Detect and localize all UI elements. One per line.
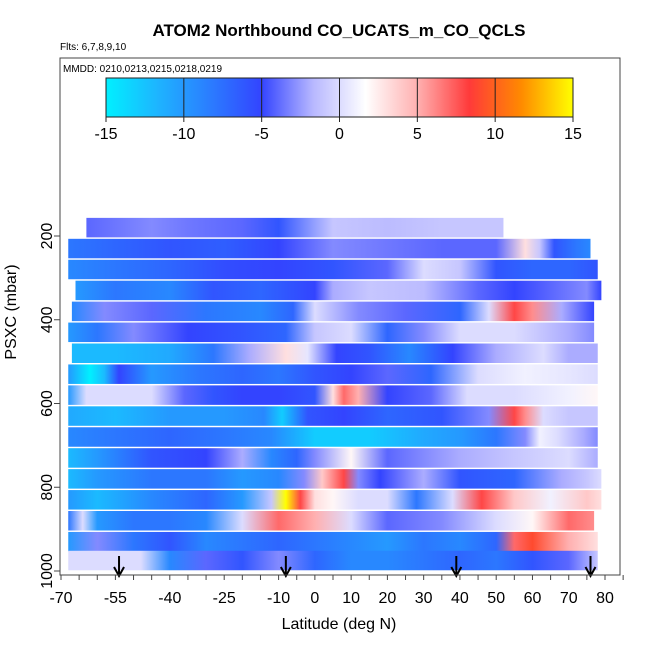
y-tick-label: 800 [39,474,56,501]
data-band [71,301,595,322]
dates-label: MMDD: 0210,0213,0215,0218,0219 [63,64,222,75]
x-tick-label: 20 [379,590,397,607]
profile-markers [113,556,597,579]
data-band [71,343,598,363]
x-tick-label: 60 [524,590,542,607]
data-band [68,259,598,280]
x-tick-label: 0 [310,590,319,607]
profile-arrow [113,556,125,579]
y-tick-label: 200 [39,223,56,250]
colorbar-tick-label: 10 [486,126,504,143]
colorbar-tick-label: 15 [564,126,582,143]
x-tick-label: -25 [213,590,236,607]
profile-arrow [450,556,463,579]
y-tick-label: 1000 [39,553,56,589]
data-band [68,511,595,531]
x-tick-label: -40 [158,590,181,607]
y-tick-label: 400 [39,306,56,333]
x-tick-label: 50 [487,590,505,607]
data-band [68,469,602,489]
x-tick-label: 80 [596,590,614,607]
colorbar-tick-label: -15 [94,126,117,143]
x-axis-label: Latitude (deg N) [282,616,397,633]
x-tick-label: 30 [415,590,433,607]
data-band [86,217,504,238]
data-band [68,364,598,384]
data-band [68,427,598,447]
colorbar: -15 -10 -5 0 5 10 15 [94,77,582,143]
y-axis: 200 400 600 800 1000 [39,223,60,589]
colorbar-tick-label: 5 [413,126,422,143]
data-band [68,531,598,552]
data-band [68,238,591,259]
profile-arrow [279,556,292,579]
chart-title: ATOM2 Northbound CO_UCATS_m_CO_QCLS [152,21,525,40]
data-band [68,322,595,343]
x-tick-label: 10 [342,590,360,607]
colorbar-tick-label: -10 [172,126,195,143]
y-axis-label: PSXC (mbar) [3,264,20,359]
colorbar-tick-label: -5 [255,126,269,143]
data-band [68,448,598,468]
x-tick-label: -10 [267,590,290,607]
colorbar-tick-label: 0 [335,126,344,143]
data-bands [68,217,602,571]
x-tick-label: -70 [49,590,72,607]
data-band [68,550,598,571]
x-tick-label: 70 [560,590,578,607]
data-band [68,490,602,510]
flights-label: Flts: 6,7,8,9,10 [60,42,127,53]
data-band [68,406,598,426]
data-band [75,280,602,301]
y-tick-label: 600 [39,390,56,417]
data-band [68,385,598,405]
x-tick-label: 40 [451,590,469,607]
x-tick-label: -55 [104,590,127,607]
profile-arrow [584,556,597,579]
x-axis: -70 -55 -40 -25 -10 0 10 20 30 40 50 60 70 80 [49,574,624,607]
